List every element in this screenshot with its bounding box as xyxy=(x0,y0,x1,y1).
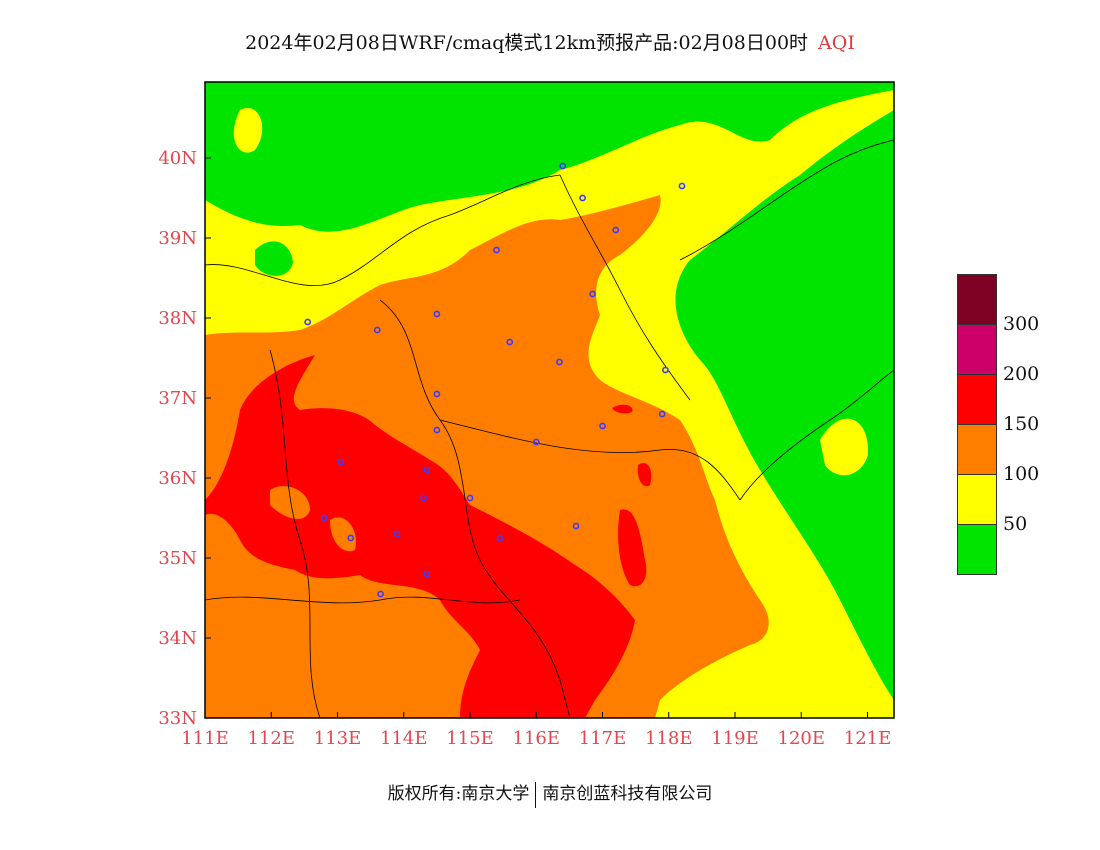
station-marker xyxy=(347,534,355,542)
title-aqi-tag: AQI xyxy=(818,32,855,54)
footer-company: 南京创蓝科技有限公司 xyxy=(542,784,713,804)
aqi-zone-unhealthy-sensitive-patch xyxy=(270,486,310,520)
legend-label-100: 100 xyxy=(1003,463,1040,485)
legend-label-150: 150 xyxy=(1003,413,1040,435)
x-tick-label: 121E xyxy=(844,728,892,749)
x-tick-label: 117E xyxy=(579,728,627,749)
axis-ticks xyxy=(204,157,868,719)
aqi-zone-unhealthy-sensitive-patch xyxy=(330,517,356,552)
y-tick-label: 38N xyxy=(158,308,197,329)
station-marker xyxy=(423,570,431,578)
aqi-zone-good-patch xyxy=(255,241,293,276)
plot-frame xyxy=(204,81,895,719)
station-marker xyxy=(423,466,431,474)
title-text: 2024年02月08日WRF/cmaq模式12km预报产品:02月08日00时 xyxy=(245,32,809,54)
x-tick-label: 112E xyxy=(248,728,296,749)
province-boundaries xyxy=(205,139,894,718)
station-marker xyxy=(559,162,567,170)
legend-swatch-moderate xyxy=(957,474,997,525)
aqi-zone-unhealthy-patch xyxy=(618,509,647,587)
aqi-zone-unhealthy-patch xyxy=(612,404,633,414)
aqi-zone-moderate-patch xyxy=(870,92,894,112)
station-marker xyxy=(496,534,504,542)
station-marker xyxy=(393,530,401,538)
station-marker xyxy=(304,318,312,326)
chart-title: 2024年02月08日WRF/cmaq模式12km预报产品:02月08日00时 A… xyxy=(0,28,1100,55)
aqi-field xyxy=(205,82,894,718)
x-tick-label: 114E xyxy=(380,728,428,749)
station-marker xyxy=(493,246,500,254)
aqi-zone-unhealthy-sensitive xyxy=(205,195,769,718)
footer-separator xyxy=(535,781,537,808)
monitoring-stations xyxy=(304,162,686,598)
y-tick-label: 39N xyxy=(158,228,197,249)
y-tick-label: 36N xyxy=(158,468,197,489)
station-marker xyxy=(506,338,514,346)
y-tick-label: 33N xyxy=(158,708,197,729)
x-tick-label: 116E xyxy=(513,728,561,749)
legend-swatch-unhealthy xyxy=(957,374,997,425)
station-marker xyxy=(556,358,563,366)
aqi-zone-unhealthy-patch xyxy=(637,462,652,487)
legend-swatch-good xyxy=(957,524,997,575)
aqi-zone-moderate-patch xyxy=(820,418,869,476)
station-marker xyxy=(433,310,441,318)
x-tick-label: 119E xyxy=(711,728,759,749)
x-tick-label: 115E xyxy=(446,728,494,749)
footer-copyright: 版权所有:南京大学 xyxy=(387,784,530,804)
station-marker xyxy=(377,590,384,598)
station-marker xyxy=(433,426,441,434)
x-axis-labels: 111E 112E 113E 114E 115E 116E 117E 118E 119E 120E… xyxy=(181,728,891,749)
station-marker xyxy=(599,422,606,430)
station-marker xyxy=(658,410,666,418)
y-tick-label: 34N xyxy=(158,628,197,649)
legend-swatch-unhealthy-sensitive xyxy=(957,424,997,475)
legend-label-200: 200 xyxy=(1003,363,1040,385)
station-marker xyxy=(532,438,540,446)
station-marker xyxy=(373,326,381,334)
x-tick-label: 113E xyxy=(314,728,362,749)
y-axis-labels: 33N 34N 35N 36N 37N 38N 39N 40N xyxy=(158,148,197,729)
x-tick-label: 111E xyxy=(181,728,229,749)
y-tick-label: 35N xyxy=(158,548,197,569)
legend-label-50: 50 xyxy=(1003,513,1028,535)
station-marker xyxy=(337,458,345,466)
station-marker xyxy=(320,514,328,522)
x-tick-label: 120E xyxy=(778,728,826,749)
aqi-zone-moderate-patch xyxy=(233,108,263,153)
legend-swatch-hazardous xyxy=(957,274,997,325)
station-marker xyxy=(589,290,596,298)
station-marker xyxy=(572,522,580,530)
station-marker xyxy=(420,494,428,502)
station-marker xyxy=(466,494,474,502)
station-marker xyxy=(433,390,441,398)
color-legend xyxy=(957,274,997,575)
station-marker xyxy=(612,226,620,234)
station-marker xyxy=(579,194,587,202)
copyright-footer: 版权所有:南京大学 南京创蓝科技有限公司 xyxy=(0,779,1100,808)
y-tick-label: 37N xyxy=(158,388,197,409)
legend-swatch-very-unhealthy xyxy=(957,324,997,375)
station-marker xyxy=(662,366,669,374)
y-tick-label: 40N xyxy=(158,148,197,169)
x-tick-label: 118E xyxy=(645,728,693,749)
station-marker xyxy=(678,182,686,190)
legend-label-300: 300 xyxy=(1003,313,1040,335)
aqi-zone-unhealthy xyxy=(205,355,635,718)
